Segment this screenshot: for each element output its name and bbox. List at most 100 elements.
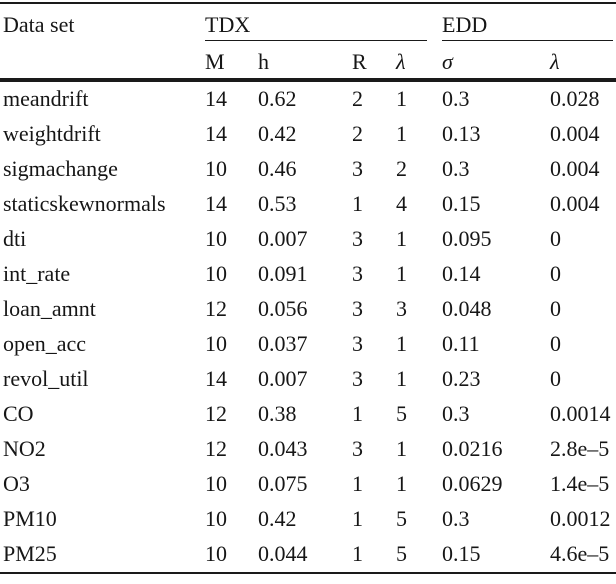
dataset-name-cell: O3 xyxy=(3,471,30,496)
edd-group-label: EDD xyxy=(442,11,488,37)
dataset-name-cell: weightdrift xyxy=(3,121,101,146)
tdx-h-cell: 0.62 xyxy=(258,86,297,111)
tdx-m-cell: 12 xyxy=(205,296,227,321)
table-row: PM10 10 0.42 1 5 0.3 0.0012 xyxy=(0,502,616,537)
tdx-h-cell: 0.46 xyxy=(258,156,297,181)
tdx-lambda-cell: 5 xyxy=(396,401,407,426)
edd-lambda-cell: 0 xyxy=(550,331,561,356)
edd-sigma-cell: 0.15 xyxy=(442,191,481,216)
edd-sigma-cell: 0.3 xyxy=(442,506,470,531)
tdx-r-cell: 3 xyxy=(352,436,363,461)
edd-sigma-cell: 0.0629 xyxy=(442,471,503,496)
tdx-h-cell: 0.056 xyxy=(258,296,308,321)
tdx-lambda-cell: 1 xyxy=(396,261,407,286)
top-rule xyxy=(0,2,616,4)
table-row: sigmachange 10 0.46 3 2 0.3 0.004 xyxy=(0,152,616,187)
edd-lambda-cell: 0.0014 xyxy=(550,401,611,426)
tdx-group-label: TDX xyxy=(205,11,251,37)
edd-lambda-cell: 0.004 xyxy=(550,121,600,146)
edd-sigma-cell: 0.13 xyxy=(442,121,481,146)
edd-lambda-cell: 0.0012 xyxy=(550,506,611,531)
col-header-R: R xyxy=(352,48,367,74)
tdx-h-cell: 0.075 xyxy=(258,471,308,496)
empty-subheader-cell xyxy=(3,41,205,78)
tdx-m-cell: 10 xyxy=(205,331,227,356)
dataset-name-cell: open_acc xyxy=(3,331,87,356)
tdx-group-header: TDX xyxy=(205,4,442,41)
table-group-header-row: Data set TDX EDD xyxy=(0,4,616,41)
table-row: revol_util 14 0.007 3 1 0.23 0 xyxy=(0,362,616,397)
tdx-r-cell: 3 xyxy=(352,296,363,321)
bottom-rule xyxy=(0,571,616,574)
tdx-m-cell: 14 xyxy=(205,121,227,146)
tdx-h-cell: 0.42 xyxy=(258,506,297,531)
tdx-lambda-cell: 1 xyxy=(396,471,407,496)
edd-sigma-cell: 0.15 xyxy=(442,541,481,566)
col-header-lambda-tdx: λ xyxy=(396,48,406,74)
dataset-name-cell: PM25 xyxy=(3,541,57,566)
edd-sigma-cell: 0.0216 xyxy=(442,436,503,461)
tdx-h-cell: 0.38 xyxy=(258,401,297,426)
tdx-m-cell: 10 xyxy=(205,541,227,566)
table-row: staticskewnormals 14 0.53 1 4 0.15 0.004 xyxy=(0,187,616,222)
table-row: weightdrift 14 0.42 2 1 0.13 0.004 xyxy=(0,117,616,152)
tdx-r-cell: 3 xyxy=(352,261,363,286)
tdx-m-cell: 14 xyxy=(205,86,227,111)
edd-lambda-cell: 0.004 xyxy=(550,191,600,216)
table-body: meandrift 14 0.62 2 1 0.3 0.028 weightdr… xyxy=(0,82,616,572)
tdx-h-cell: 0.037 xyxy=(258,331,308,356)
tdx-r-cell: 3 xyxy=(352,156,363,181)
tdx-h-cell: 0.091 xyxy=(258,261,308,286)
dataset-name-cell: revol_util xyxy=(3,366,89,391)
table-row: O3 10 0.075 1 1 0.0629 1.4e–5 xyxy=(0,467,616,502)
tdx-m-cell: 10 xyxy=(205,226,227,251)
edd-lambda-cell: 4.6e–5 xyxy=(550,541,610,566)
table-row: NO2 12 0.043 3 1 0.0216 2.8e–5 xyxy=(0,432,616,467)
edd-lambda-cell: 2.8e–5 xyxy=(550,436,610,461)
edd-sigma-cell: 0.3 xyxy=(442,401,470,426)
table-row: open_acc 10 0.037 3 1 0.11 0 xyxy=(0,327,616,362)
tdx-h-cell: 0.044 xyxy=(258,541,308,566)
edd-group-header: EDD xyxy=(442,4,616,41)
col-header-sigma-edd: σ xyxy=(442,48,453,74)
dataset-name-cell: staticskewnormals xyxy=(3,191,166,216)
tdx-lambda-cell: 1 xyxy=(396,86,407,111)
dataset-name-cell: PM10 xyxy=(3,506,57,531)
dataset-name-cell: meandrift xyxy=(3,86,89,111)
tdx-h-cell: 0.42 xyxy=(258,121,297,146)
dataset-name-cell: dti xyxy=(3,226,27,251)
tdx-h-cell: 0.007 xyxy=(258,226,308,251)
tdx-m-cell: 14 xyxy=(205,191,227,216)
tdx-lambda-cell: 2 xyxy=(396,156,407,181)
edd-lambda-cell: 0 xyxy=(550,366,561,391)
tdx-r-cell: 1 xyxy=(352,506,363,531)
col-header-lambda-edd: λ xyxy=(550,48,560,74)
col-header-M: M xyxy=(205,48,225,74)
tdx-lambda-cell: 1 xyxy=(396,226,407,251)
edd-sigma-cell: 0.048 xyxy=(442,296,492,321)
dataset-name-cell: CO xyxy=(3,401,34,426)
tdx-h-cell: 0.043 xyxy=(258,436,308,461)
edd-sigma-cell: 0.3 xyxy=(442,156,470,181)
tdx-lambda-cell: 1 xyxy=(396,366,407,391)
tdx-m-cell: 10 xyxy=(205,506,227,531)
tdx-m-cell: 10 xyxy=(205,471,227,496)
tdx-lambda-cell: 5 xyxy=(396,506,407,531)
dataset-name-cell: sigmachange xyxy=(3,156,118,181)
edd-sigma-cell: 0.3 xyxy=(442,86,470,111)
tdx-m-cell: 10 xyxy=(205,261,227,286)
dataset-name-cell: int_rate xyxy=(3,261,71,286)
tdx-r-cell: 1 xyxy=(352,401,363,426)
tdx-lambda-cell: 1 xyxy=(396,331,407,356)
dataset-name-cell: NO2 xyxy=(3,436,46,461)
dataset-column-header: Data set xyxy=(3,11,75,37)
tdx-lambda-cell: 3 xyxy=(396,296,407,321)
table-row: CO 12 0.38 1 5 0.3 0.0014 xyxy=(0,397,616,432)
tdx-m-cell: 12 xyxy=(205,401,227,426)
tdx-lambda-cell: 5 xyxy=(396,541,407,566)
edd-lambda-cell: 0 xyxy=(550,226,561,251)
header-body-rule xyxy=(0,78,616,82)
dataset-name-cell: loan_amnt xyxy=(3,296,96,321)
tdx-r-cell: 2 xyxy=(352,121,363,146)
edd-sigma-cell: 0.095 xyxy=(442,226,492,251)
